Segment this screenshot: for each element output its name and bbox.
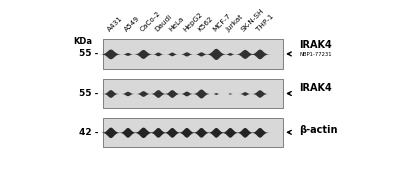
- Text: β-actin: β-actin: [299, 125, 338, 135]
- Bar: [103, 79, 282, 108]
- Text: 42 -: 42 -: [78, 128, 98, 137]
- Text: HeLa: HeLa: [168, 16, 185, 33]
- Text: K562: K562: [197, 16, 214, 33]
- Bar: [103, 118, 282, 146]
- Text: IRAK4: IRAK4: [299, 40, 332, 50]
- Bar: [103, 39, 282, 69]
- Text: Daudi: Daudi: [154, 14, 173, 33]
- Text: THP-1: THP-1: [255, 14, 275, 33]
- Text: 55 -: 55 -: [79, 49, 98, 58]
- Text: NBP1-77231: NBP1-77231: [300, 52, 332, 57]
- Text: KDa: KDa: [73, 37, 92, 46]
- Text: A549: A549: [123, 15, 141, 33]
- Text: HepG2: HepG2: [182, 11, 204, 33]
- Text: 55 -: 55 -: [79, 89, 98, 98]
- Text: CaCo-2: CaCo-2: [139, 10, 162, 33]
- Text: Jurkat: Jurkat: [226, 14, 245, 33]
- Text: IRAK4: IRAK4: [299, 82, 332, 93]
- Text: A431: A431: [106, 15, 124, 33]
- Text: SK-N-SH: SK-N-SH: [240, 8, 266, 33]
- Text: MCF-7: MCF-7: [212, 13, 232, 33]
